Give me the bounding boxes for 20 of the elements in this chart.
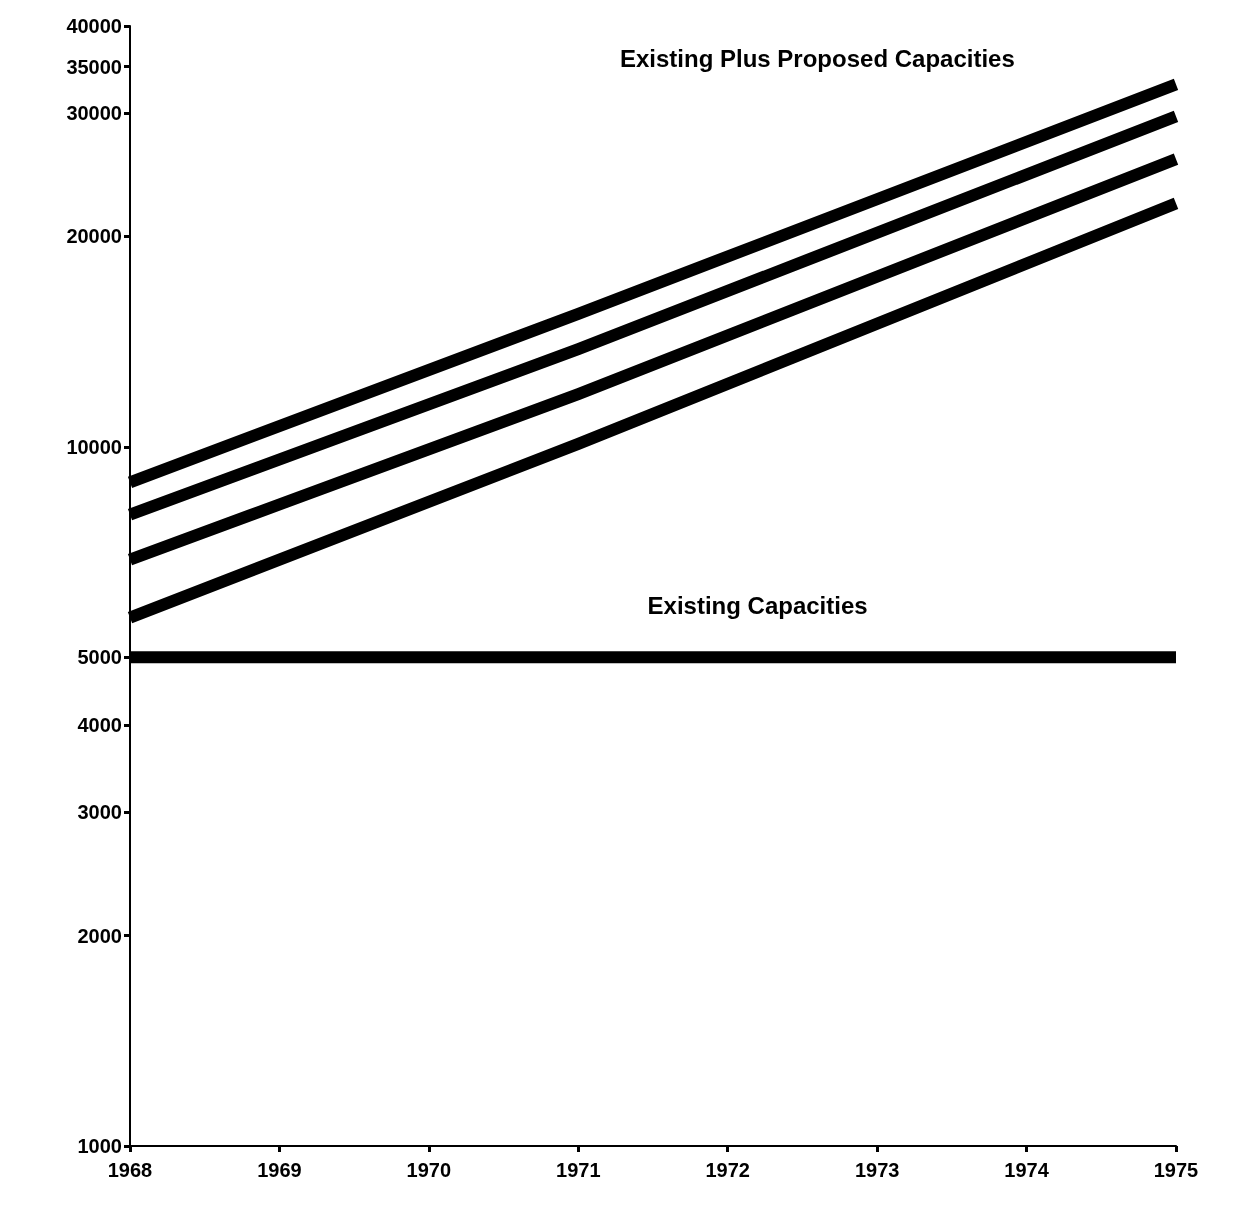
y-tick-label: 1000 <box>77 1135 122 1157</box>
x-tick-label: 1969 <box>257 1159 302 1181</box>
y-tick-label: 3000 <box>77 801 122 824</box>
y-tick-label: 30000 <box>66 102 122 125</box>
x-tick-label: 1973 <box>854 1159 900 1181</box>
x-tick-label: 1968 <box>107 1159 153 1181</box>
x-tick-label: 1975 <box>1153 1159 1199 1181</box>
y-tick-label: 35000 <box>66 55 122 78</box>
y-tick-label: 5000 <box>77 646 122 669</box>
annotation: Existing Capacities <box>647 592 868 620</box>
y-tick-label: 20000 <box>66 225 122 248</box>
y-tick-label: 2000 <box>77 924 122 947</box>
y-tick-label: 40000 <box>66 15 122 37</box>
annotation: Existing Plus Proposed Capacities <box>619 45 1015 73</box>
x-tick-label: 1972 <box>705 1159 750 1181</box>
x-tick-label: 1971 <box>556 1159 601 1181</box>
y-tick-label: 10000 <box>66 435 122 458</box>
x-tick-label: 1970 <box>406 1159 452 1181</box>
x-tick-label: 1974 <box>1004 1159 1050 1181</box>
y-tick-label: 4000 <box>77 714 122 737</box>
